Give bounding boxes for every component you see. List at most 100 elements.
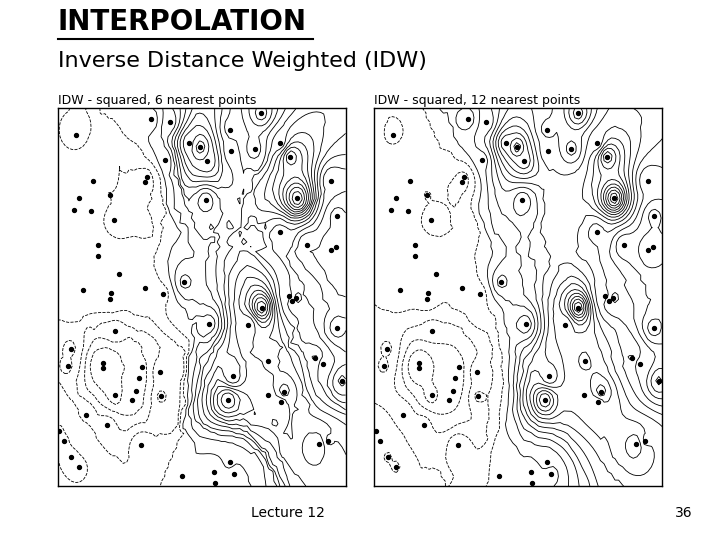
Point [323, 436, 334, 445]
Point [140, 284, 151, 293]
Point [104, 295, 116, 303]
Point [105, 288, 117, 297]
Point [179, 278, 190, 286]
Point [336, 376, 348, 385]
Point [283, 292, 294, 300]
Point [256, 303, 267, 312]
Point [65, 344, 76, 353]
Point [603, 296, 615, 305]
Point [387, 130, 399, 139]
Point [541, 458, 552, 467]
Point [109, 391, 120, 400]
Point [413, 359, 425, 367]
Point [183, 139, 194, 147]
Point [224, 458, 235, 467]
Point [493, 472, 505, 481]
Point [421, 295, 433, 303]
Point [71, 130, 82, 139]
Point [426, 391, 437, 400]
Point [426, 327, 438, 335]
Point [325, 176, 337, 185]
Point [618, 241, 629, 249]
Text: Inverse Distance Weighted (IDW): Inverse Distance Weighted (IDW) [58, 51, 426, 71]
Point [409, 251, 420, 260]
Point [394, 286, 405, 294]
Point [591, 228, 603, 237]
Point [301, 241, 312, 249]
Point [62, 361, 73, 370]
Point [66, 453, 77, 461]
Point [390, 462, 402, 471]
Point [85, 206, 96, 215]
Point [591, 138, 603, 147]
Point [77, 286, 89, 294]
Point [480, 118, 492, 126]
Point [447, 387, 459, 395]
Text: Lecture 12: Lecture 12 [251, 506, 325, 520]
Point [290, 294, 302, 302]
Text: IDW - squared, 6 nearest points: IDW - squared, 6 nearest points [58, 94, 256, 107]
Point [73, 462, 85, 471]
Point [194, 143, 206, 152]
Point [210, 479, 221, 488]
Point [96, 359, 108, 367]
Point [456, 178, 468, 186]
Point [642, 246, 654, 255]
Point [541, 125, 552, 134]
Text: 36: 36 [675, 506, 693, 520]
Point [572, 109, 584, 118]
Point [96, 364, 108, 373]
Point [459, 172, 470, 181]
Point [449, 374, 461, 383]
Point [92, 241, 104, 250]
Point [474, 289, 486, 298]
Point [87, 177, 99, 185]
Point [422, 288, 433, 297]
Point [58, 436, 69, 445]
Text: IDW - squared, 12 nearest points: IDW - squared, 12 nearest points [374, 94, 580, 107]
Point [382, 344, 393, 353]
Point [127, 395, 138, 404]
Point [631, 440, 642, 449]
Point [325, 246, 337, 255]
Point [68, 206, 80, 214]
Point [595, 387, 606, 396]
Point [142, 172, 153, 181]
Point [108, 216, 120, 225]
Point [607, 294, 618, 302]
Point [292, 194, 303, 202]
Point [579, 390, 590, 399]
Point [648, 324, 660, 333]
Point [130, 387, 142, 395]
Point [526, 479, 538, 488]
Point [140, 178, 151, 186]
Point [287, 296, 298, 305]
Point [208, 468, 220, 476]
Point [53, 427, 65, 436]
Point [385, 206, 397, 214]
Point [263, 356, 274, 365]
Point [379, 361, 390, 370]
Point [92, 251, 104, 260]
Point [135, 441, 147, 449]
Point [462, 114, 474, 123]
Point [200, 196, 212, 205]
Point [275, 398, 287, 407]
Point [608, 194, 620, 202]
Point [559, 320, 571, 329]
Point [155, 368, 166, 376]
Point [256, 109, 267, 118]
Point [132, 374, 144, 383]
Point [202, 156, 213, 165]
Point [472, 368, 483, 376]
Point [453, 363, 464, 372]
Point [104, 190, 116, 199]
Point [374, 436, 386, 445]
Point [222, 395, 234, 404]
Point [647, 242, 658, 251]
Point [495, 278, 507, 286]
Point [517, 196, 528, 205]
Point [472, 392, 483, 401]
Point [539, 395, 551, 404]
Point [314, 440, 325, 449]
